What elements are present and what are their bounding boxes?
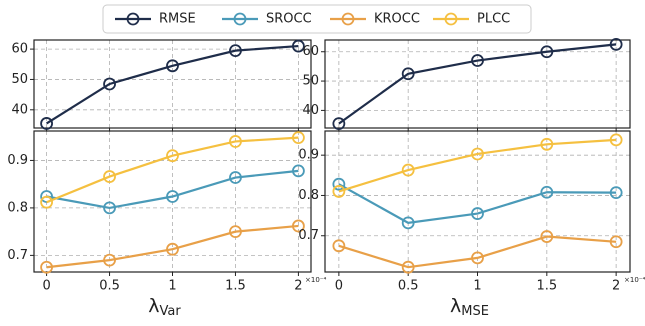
x-tick-label: 1 <box>473 279 481 294</box>
x-tick-label: 0 <box>335 279 343 294</box>
x-axis-subscript: Var <box>160 304 182 319</box>
data-point <box>103 170 116 183</box>
y-tick-label: 0.9 <box>298 148 319 163</box>
data-point <box>401 163 415 177</box>
x-axis-subscript: MSE <box>461 304 489 319</box>
data-point <box>471 251 484 265</box>
x-tick-label: 0.5 <box>99 279 120 294</box>
x-axis-label: λVar <box>148 295 181 319</box>
legend-marker <box>444 12 458 26</box>
series-line <box>46 169 299 210</box>
y-tick-label: 0.9 <box>7 153 28 168</box>
series-line <box>338 43 617 125</box>
data-point <box>540 45 554 59</box>
data-point <box>103 253 116 267</box>
legend-label: RMSE <box>159 12 196 27</box>
data-point <box>229 135 242 148</box>
data-point <box>166 190 179 203</box>
data-point <box>40 195 53 209</box>
data-point <box>609 235 623 249</box>
data-point <box>166 59 179 73</box>
data-point <box>332 239 346 253</box>
data-point <box>332 117 346 130</box>
series-line <box>338 183 617 224</box>
data-point <box>332 177 346 191</box>
legend-marker <box>126 12 140 26</box>
legend-marker <box>233 12 247 26</box>
series-line <box>46 44 299 125</box>
legend-label: SROCC <box>266 12 312 27</box>
data-point <box>292 39 305 53</box>
legend-label: PLCC <box>477 12 510 27</box>
legend-marker <box>341 12 355 26</box>
y-tick-label: 40 <box>11 102 28 117</box>
data-point <box>609 133 623 147</box>
data-point <box>401 260 415 274</box>
x-tick-label: 0.5 <box>398 279 419 294</box>
data-point <box>471 147 484 161</box>
data-point <box>229 44 242 58</box>
legend-frame <box>102 4 532 34</box>
data-point <box>40 260 53 274</box>
series-line <box>338 235 617 269</box>
data-point <box>166 242 179 256</box>
y-tick-label: 60 <box>11 42 28 57</box>
plot-frame <box>33 130 312 273</box>
x-tick-label: 0 <box>42 279 50 294</box>
legend-label: KROCC <box>374 12 420 27</box>
y-tick-label: 40 <box>302 103 319 118</box>
y-tick-label: 60 <box>302 44 319 59</box>
data-point <box>609 38 623 51</box>
data-point <box>229 225 242 239</box>
data-point <box>166 149 179 163</box>
plot-frame <box>33 39 312 129</box>
x-tick-label: 1 <box>168 279 176 294</box>
data-point <box>471 54 484 67</box>
x-axis-label: λMSE <box>450 295 489 319</box>
data-point <box>229 171 242 184</box>
data-point <box>332 185 346 198</box>
plot-frame <box>324 130 631 273</box>
series-line <box>46 224 299 269</box>
data-point <box>540 137 554 151</box>
data-point <box>471 207 484 220</box>
data-point <box>292 164 305 178</box>
y-tick-label: 0.7 <box>7 248 28 263</box>
y-tick-label: 50 <box>302 74 319 89</box>
data-point <box>103 201 116 215</box>
y-tick-label: 0.8 <box>7 200 28 215</box>
x-axis-symbol: λ <box>450 295 461 317</box>
x-offset-label: ×10⁻⁴ <box>624 276 645 284</box>
data-point <box>609 186 623 200</box>
y-tick-label: 0.8 <box>298 188 319 203</box>
x-axis-symbol: λ <box>148 295 159 317</box>
y-tick-label: 50 <box>11 72 28 87</box>
data-point <box>540 185 554 199</box>
series-line <box>338 138 617 193</box>
y-tick-label: 0.7 <box>298 228 319 243</box>
data-point <box>401 67 415 81</box>
x-tick-label: 1.5 <box>225 279 246 294</box>
data-point <box>401 216 415 230</box>
x-offset-label: ×10⁻⁴ <box>305 276 326 284</box>
data-point <box>103 77 116 91</box>
data-point <box>292 131 305 145</box>
data-point <box>292 219 305 233</box>
plot-frame <box>324 39 631 129</box>
x-tick-label: 2 <box>612 279 620 294</box>
data-point <box>540 230 554 243</box>
x-tick-label: 1.5 <box>536 279 557 294</box>
x-tick-label: 2 <box>294 279 302 294</box>
data-point <box>40 117 53 130</box>
series-line <box>46 136 299 204</box>
